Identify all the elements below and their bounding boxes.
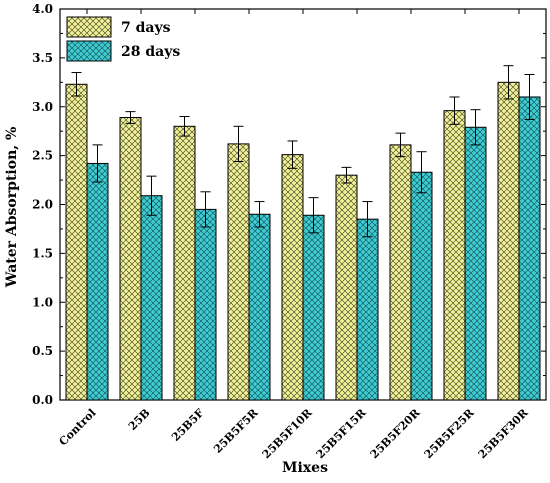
- bar-7-days: [335, 174, 358, 401]
- bar-7-days: [119, 117, 142, 401]
- x-tick-label: 25B5F25R: [422, 406, 477, 461]
- legend-label: 28 days: [121, 44, 180, 60]
- bar-7-days: [173, 125, 196, 401]
- x-tick-label: 25B5F20R: [368, 406, 423, 461]
- x-axis-label: Mixes: [282, 460, 328, 476]
- y-tick-label: 3.0: [32, 100, 53, 114]
- bar-7-days: [227, 143, 250, 401]
- x-tick-label: 25B5F: [169, 406, 207, 444]
- bar-28-days: [518, 96, 541, 401]
- y-tick-label: 4.0: [32, 2, 53, 16]
- x-tick-label: 25B5F5R: [211, 406, 261, 456]
- bar-28-days: [410, 171, 433, 401]
- x-tick-label: 25B5F10R: [260, 406, 315, 461]
- y-tick-label: 3.5: [32, 51, 53, 65]
- y-axis-label: Water Absorption, %: [4, 127, 20, 289]
- bar-7-days: [497, 81, 520, 401]
- bar-28-days: [464, 126, 487, 401]
- bar-28-days: [86, 162, 109, 401]
- legend-swatch-28-days: [66, 40, 112, 62]
- bar-7-days: [443, 110, 466, 401]
- x-tick-label: 25B: [126, 406, 153, 433]
- y-tick-label: 2.5: [32, 149, 53, 163]
- bar-28-days: [302, 214, 325, 401]
- x-tick-label: 25B5F15R: [314, 406, 369, 461]
- y-tick-label: 1.5: [32, 246, 53, 260]
- y-tick-label: 0.0: [32, 393, 53, 407]
- bar-7-days: [281, 154, 304, 401]
- y-tick-label: 2.0: [32, 198, 53, 212]
- bar-28-days: [194, 208, 217, 401]
- x-tick-label: Control: [57, 406, 99, 448]
- bar-28-days: [248, 213, 271, 401]
- bar-28-days: [140, 195, 163, 401]
- bar-7-days: [65, 83, 88, 401]
- bar-7-days: [389, 144, 412, 401]
- y-tick-label: 1.0: [32, 295, 53, 309]
- legend-label: 7 days: [121, 20, 171, 36]
- bar-28-days: [356, 218, 379, 401]
- x-tick-label: 25B5F30R: [476, 406, 531, 461]
- legend-swatch-7-days: [66, 16, 112, 38]
- y-tick-label: 0.5: [32, 344, 53, 358]
